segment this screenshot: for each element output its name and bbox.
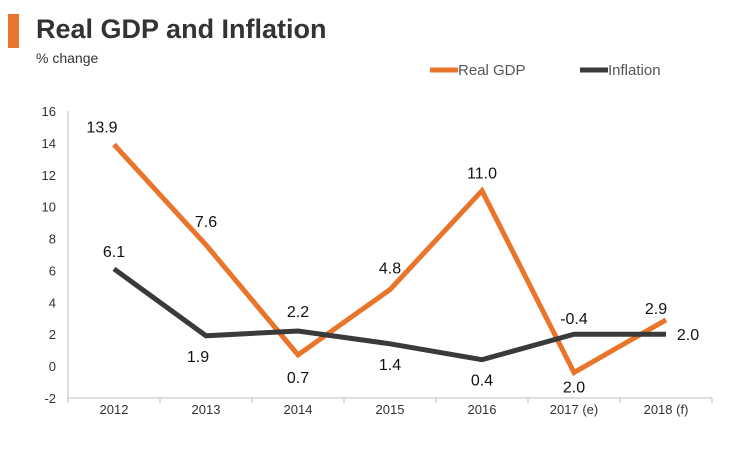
series-line-real-gdp [112,142,668,376]
y-tick-label: 4 [49,295,56,310]
data-label-inflation: 0.4 [471,373,493,390]
data-label-real-gdp: 2.9 [645,301,667,318]
x-tick-label: 2016 [468,402,497,417]
data-label-real-gdp: 2.0 [563,379,585,396]
series-lines [112,142,668,376]
x-tick-label: 2017 (e) [550,402,598,417]
data-label-inflation: -0.4 [560,311,588,328]
y-tick-label: 12 [42,168,56,183]
y-tick-label: 10 [42,200,56,215]
x-tick-label: 2012 [100,402,129,417]
axes: -2 0 2 4 6 8 10 12 14 16 2012 2013 2014 2015 2016 2017 … [42,104,713,417]
data-label-inflation: 1.4 [379,357,401,374]
y-tick-label: 8 [49,232,56,247]
data-label-inflation: 2.2 [287,304,309,321]
data-label-real-gdp: 13.9 [86,119,117,136]
data-label-real-gdp: 11.0 [467,166,497,183]
chart-title: Real GDP and Inflation [36,14,327,44]
y-tick-label: 14 [42,136,56,151]
legend: Real GDP Inflation [430,62,661,79]
x-tick-label: 2013 [192,402,221,417]
y-tick-label: 2 [49,327,56,342]
x-tick-label: 2018 (f) [644,402,689,417]
data-label-real-gdp: 7.6 [195,214,217,231]
data-label-real-gdp: 0.7 [287,370,309,387]
x-tick-label: 2015 [376,402,405,417]
x-tick-label: 2014 [284,402,313,417]
legend-label-real-gdp: Real GDP [458,62,526,79]
y-tick-label: -2 [44,391,56,406]
y-tick-label: 16 [42,104,56,119]
data-label-inflation: 1.9 [187,349,209,366]
legend-label-inflation: Inflation [608,62,661,79]
y-tick-label: 6 [49,263,56,278]
title-accent-bar [8,14,19,48]
data-label-real-gdp: 4.8 [379,261,401,278]
data-label-inflation: 6.1 [103,244,125,261]
y-axis-label: % change [36,50,99,66]
y-tick-label: 0 [49,359,56,374]
series-line-inflation [112,266,666,363]
data-labels: 13.9 7.6 0.7 4.8 11.0 2.0 2.9 6.1 1.9 2.2 1.4 0.4 -0… [86,119,699,396]
data-label-inflation: 2.0 [677,327,699,344]
